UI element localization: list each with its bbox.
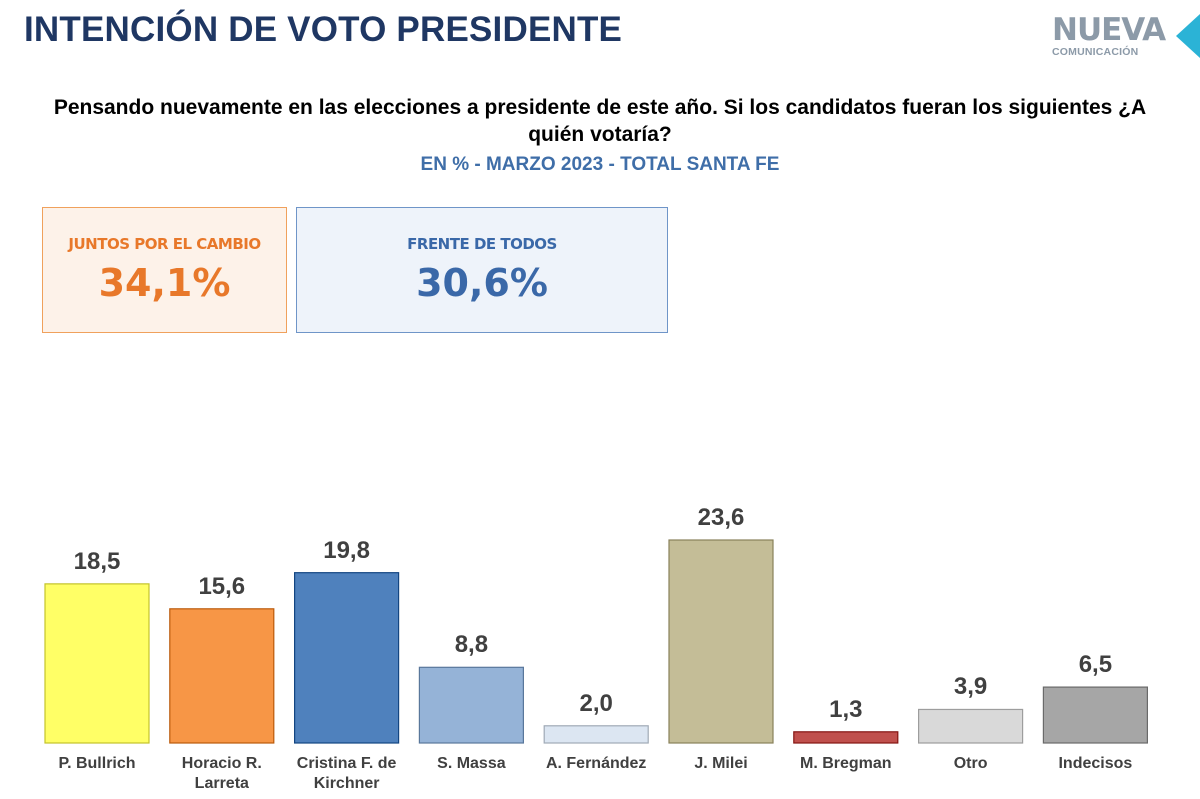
data-label-4: 2,0 — [579, 689, 613, 717]
page-title: INTENCIÓN DE VOTO PRESIDENTE — [24, 10, 623, 49]
chart-subtitle: EN % - MARZO 2023 - TOTAL SANTA FE — [420, 154, 780, 175]
summary-fdt-label: FRENTE DE TODOS — [407, 235, 557, 253]
nueva-comunicacion-logo: NUEVA COMUNICACIÓN — [1050, 12, 1166, 62]
logo-arrow-icon — [1176, 14, 1200, 58]
bar-8 — [1042, 686, 1149, 744]
data-label-5: 23,6 — [697, 504, 745, 531]
category-label-7: Otro — [953, 755, 988, 772]
data-label-6: 1,3 — [829, 695, 863, 723]
logo-line-1: NUEVA — [1052, 12, 1166, 48]
summary-box-jxc: JUNTOS POR EL CAMBIO 34,1% — [42, 207, 287, 333]
bar-3 — [418, 666, 524, 744]
bar-2 — [294, 572, 400, 744]
data-label-8: 6,5 — [1078, 651, 1113, 679]
summary-jxc-value: 34,1% — [98, 261, 231, 305]
bar-1 — [169, 608, 275, 744]
category-label-8: Indecisos — [1058, 755, 1133, 772]
data-label-7: 3,9 — [953, 673, 988, 701]
logo-line-2: COMUNICACIÓN — [1052, 46, 1139, 58]
data-label-3: 8,8 — [454, 631, 489, 659]
category-label-0: P. Bullrich — [58, 755, 136, 772]
bar-0 — [44, 583, 150, 744]
survey-question: Pensando nuevamente en las elecciones a … — [53, 96, 1147, 146]
summary-box-fdt: FRENTE DE TODOS 30,6% — [296, 207, 668, 333]
category-label-3: S. Massa — [437, 755, 506, 772]
bar-6 — [793, 731, 899, 744]
category-label-4: A. Fernández — [545, 755, 647, 772]
bar-7 — [917, 708, 1024, 744]
summary-fdt-value: 30,6% — [416, 261, 548, 305]
data-label-2: 19,8 — [323, 536, 370, 564]
bar-5 — [668, 539, 774, 744]
summary-jxc-label: JUNTOS POR EL CAMBIO — [68, 235, 261, 253]
category-label-2: Cristina F. de Kirchner — [296, 755, 397, 792]
category-label-6: M. Bregman — [800, 755, 892, 772]
bar-4 — [543, 725, 649, 744]
data-label-1: 15,6 — [198, 572, 246, 600]
data-label-0: 18,5 — [73, 547, 121, 575]
category-label-1: Horacio R. Larreta — [181, 755, 262, 792]
category-label-5: J. Milei — [694, 755, 748, 772]
